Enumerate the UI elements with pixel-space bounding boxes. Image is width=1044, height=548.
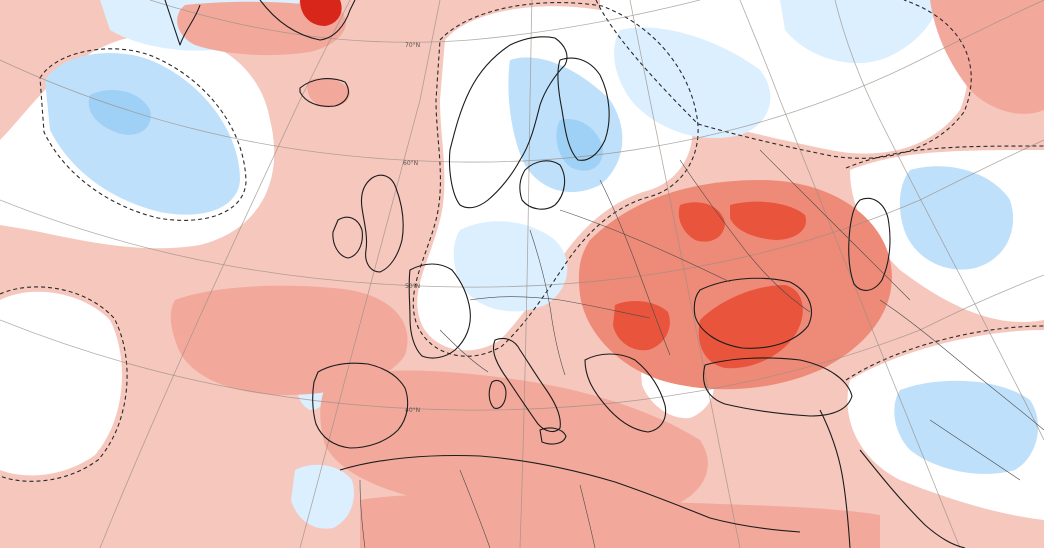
coast-greenland-south: [259, 0, 356, 41]
lat-label-40n: 40°N: [405, 407, 420, 414]
meridian-4: [629, 0, 741, 548]
coast-balkans: [584, 353, 667, 433]
coast-great-britain: [360, 174, 404, 273]
parallel-50n: [0, 139, 1044, 288]
border-3: [559, 209, 731, 283]
coast-baltic: [519, 160, 566, 210]
contour-russia: [595, 0, 972, 159]
border-11: [879, 299, 1044, 431]
coast-sicily: [539, 427, 567, 445]
border-9: [459, 469, 491, 548]
border-10: [579, 484, 596, 548]
cool-zone-kazakhstan: [899, 166, 1014, 270]
contour-southeast: [845, 325, 1044, 381]
lat-label-70n: 70°N: [405, 42, 420, 49]
warm-zone-north-africa: [360, 494, 880, 548]
warm-zone-east-russia: [930, 0, 1044, 114]
coast-greenland-east: [164, 0, 201, 46]
cool-zone-northeast: [780, 0, 940, 64]
coast-sardinia: [488, 379, 507, 409]
coast-caspian: [848, 197, 891, 291]
contour-labrador: [39, 48, 247, 221]
meridian-1: [99, 0, 351, 548]
warm-core-belarus: [678, 202, 725, 242]
coast-iberia: [312, 362, 409, 449]
cool-core-labrador: [88, 90, 151, 135]
warm-zone-mediterranean: [320, 370, 708, 516]
lat-label-50n: 50°N: [405, 283, 420, 290]
coastlines: [164, 0, 966, 548]
border-6: [759, 149, 911, 301]
meridian-6: [834, 0, 1044, 441]
coast-black-sea: [693, 277, 812, 349]
coast-western-europe: [408, 263, 471, 359]
warm-core-greenland: [300, 0, 342, 26]
meridian-2: [299, 0, 441, 548]
country-borders: [359, 149, 1044, 548]
contour-scandinavia: [412, 2, 699, 357]
border-5: [679, 159, 811, 313]
coast-north-africa: [339, 454, 801, 533]
parallel-70n: [149, 0, 701, 43]
warm-core-ukraine: [698, 285, 803, 369]
warm-core-russia-south: [730, 201, 806, 240]
border-8: [359, 479, 366, 548]
cool-zone-arabia: [894, 380, 1038, 474]
coast-scandinavia: [448, 36, 568, 209]
meridian-3: [519, 0, 533, 548]
parallel-40n: [0, 274, 1044, 411]
parallel-60n: [0, 0, 1044, 163]
coast-finland: [557, 57, 610, 161]
coast-italy: [492, 337, 561, 433]
border-12: [929, 419, 1021, 481]
coast-red-sea: [859, 449, 966, 548]
coast-turkey: [703, 357, 853, 417]
cool-zone-north-africa-west: [291, 464, 354, 529]
cool-zone-central-europe: [453, 221, 568, 312]
lat-label-60n: 60°N: [403, 160, 418, 167]
neutral-zone-west-atlantic: [0, 291, 122, 476]
zero-contours: [0, 0, 1044, 482]
contour-west-atlantic: [0, 286, 128, 482]
coast-ireland: [332, 216, 363, 259]
warm-zone-iceland: [307, 78, 350, 108]
border-2: [529, 229, 566, 376]
coast-iceland: [299, 78, 349, 107]
border-7: [439, 329, 489, 373]
coast-levant: [819, 409, 851, 548]
border-4: [599, 179, 671, 356]
contour-east: [845, 145, 1044, 169]
border-1: [469, 296, 651, 319]
cool-zone-west-russia: [614, 27, 771, 139]
meridian-5: [739, 0, 961, 548]
